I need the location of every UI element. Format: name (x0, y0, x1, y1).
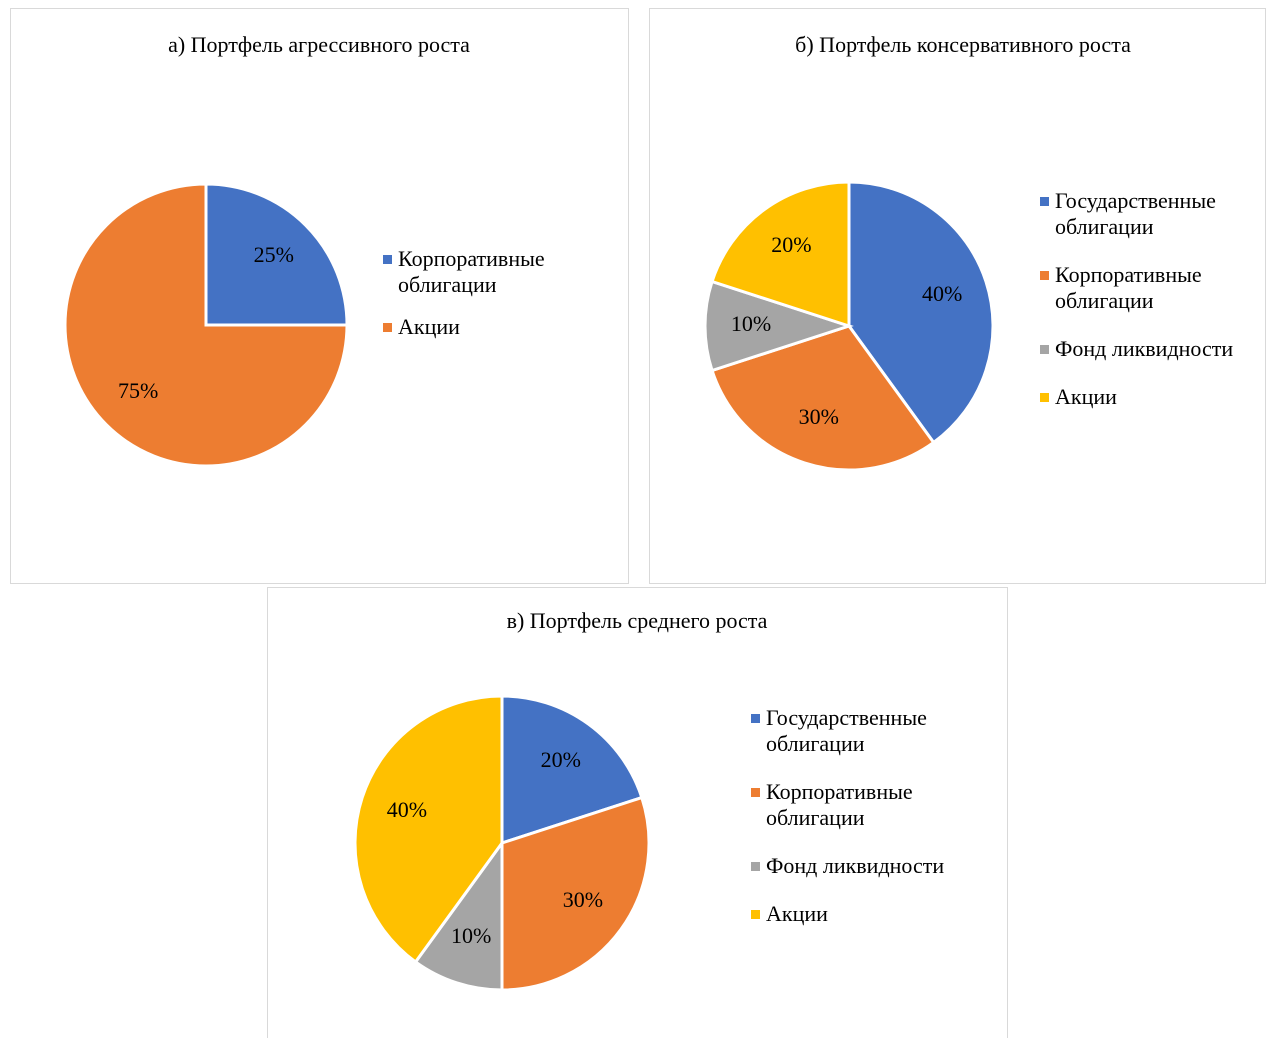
data-label: 20% (541, 747, 581, 772)
legend-swatch (751, 788, 760, 797)
data-label: 30% (563, 887, 603, 912)
legend-item: Фонд ликвидности (1040, 336, 1260, 362)
pie-slice (63, 182, 349, 468)
chart-title: в) Портфель среднего роста (507, 608, 768, 633)
legend-item: Корпоративные облигации (751, 779, 991, 831)
pie-slice (847, 180, 995, 445)
legend-item: Государственные облигации (751, 705, 991, 757)
pie-slice (353, 694, 504, 965)
legend-label: Фонд ликвидности (1055, 336, 1234, 361)
legend-label: Корпоративные облигации (1055, 262, 1202, 313)
legend: Корпоративные облигации Акции (383, 246, 593, 356)
pie-slice (500, 795, 651, 992)
legend: Государственные облигации Корпоративные о… (1040, 188, 1260, 432)
pie-slice (710, 324, 936, 472)
data-label: 75% (118, 378, 158, 403)
pie-slice (500, 694, 644, 846)
legend-swatch (1040, 393, 1049, 402)
data-label: 20% (771, 232, 811, 257)
chart-title: б) Портфель консервативного роста (795, 32, 1131, 57)
legend-swatch (1040, 345, 1049, 354)
legend: Государственные облигации Корпоративные о… (751, 705, 991, 949)
legend-item: Акции (1040, 384, 1260, 410)
legend-swatch (383, 323, 392, 332)
data-label: 40% (387, 797, 427, 822)
legend-item: Корпоративные облигации (383, 246, 593, 298)
legend-label: Государственные облигации (1055, 188, 1216, 239)
data-label: 40% (922, 281, 962, 306)
legend-swatch (1040, 271, 1049, 280)
legend-swatch (751, 910, 760, 919)
pie-slice (703, 279, 854, 373)
pie-slice (413, 838, 504, 992)
legend-item: Фонд ликвидности (751, 853, 991, 879)
legend-label: Акции (766, 901, 828, 926)
legend-swatch (751, 714, 760, 723)
legend-label: Корпоративные облигации (398, 246, 545, 297)
legend-swatch (1040, 197, 1049, 206)
legend-label: Акции (1055, 384, 1117, 409)
legend-label: Корпоративные облигации (766, 779, 913, 830)
pie-slice (204, 182, 349, 327)
legend-item: Государственные облигации (1040, 188, 1260, 240)
legend-label: Фонд ликвидности (766, 853, 945, 878)
legend-swatch (751, 862, 760, 871)
data-label: 25% (254, 242, 294, 267)
pie-slice (710, 180, 851, 329)
legend-label: Акции (398, 314, 460, 339)
legend-item: Акции (383, 314, 593, 340)
data-label: 10% (731, 311, 771, 336)
legend-item: Корпоративные облигации (1040, 262, 1260, 314)
data-label: 30% (799, 404, 839, 429)
chart-title: а) Портфель агрессивного роста (168, 32, 470, 57)
legend-label: Государственные облигации (766, 705, 927, 756)
data-label: 10% (451, 923, 491, 948)
legend-swatch (383, 255, 392, 264)
legend-item: Акции (751, 901, 991, 927)
